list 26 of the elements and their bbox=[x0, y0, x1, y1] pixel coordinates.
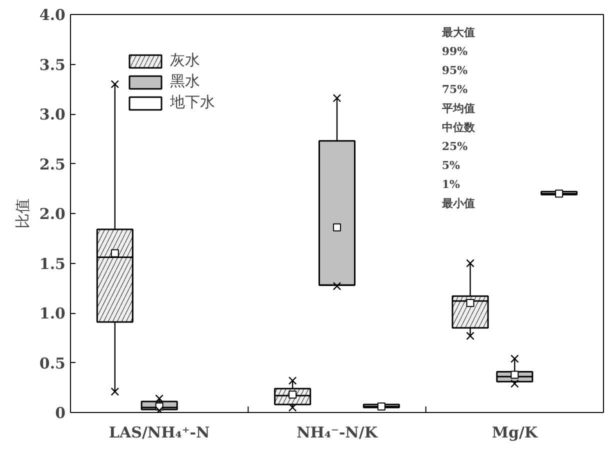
annotation: 1% bbox=[442, 178, 460, 192]
y-tick-label: 0 bbox=[55, 404, 66, 422]
annotation: 5% bbox=[442, 159, 460, 172]
y-tick-label: 1.0 bbox=[39, 304, 66, 322]
y-tick-label: 2.0 bbox=[39, 205, 66, 223]
y-tick-label: 2.5 bbox=[39, 155, 66, 174]
y-tick-label: 4.0 bbox=[39, 6, 66, 24]
annotation: 中位数 bbox=[442, 120, 476, 134]
x-tick-label: LAS/NH₄⁺-N bbox=[108, 424, 210, 442]
annotation: 平均值 bbox=[440, 102, 475, 115]
annotation: 25% bbox=[442, 140, 468, 154]
annotation: 95% bbox=[442, 64, 468, 77]
annotation: 99% bbox=[442, 44, 468, 58]
y-tick-label: 3.5 bbox=[39, 56, 66, 74]
y-tick-label: 1.5 bbox=[39, 254, 66, 273]
y-axis-title: 比值 bbox=[14, 198, 32, 228]
legend-label: 黑水 bbox=[170, 72, 200, 91]
x-tick-label: Mg/K bbox=[492, 424, 538, 442]
x-tick-label: NH₄⁻-N/K bbox=[296, 424, 378, 442]
legend-label: 灰水 bbox=[170, 51, 200, 70]
annotation: 最小值 bbox=[440, 197, 475, 210]
y-tick-label: 0.5 bbox=[39, 354, 66, 372]
annotation: 最大值 bbox=[440, 26, 475, 39]
y-tick-label: 3.0 bbox=[39, 106, 66, 124]
annotation: 75% bbox=[442, 82, 468, 96]
legend-label: 地下水 bbox=[170, 93, 215, 112]
